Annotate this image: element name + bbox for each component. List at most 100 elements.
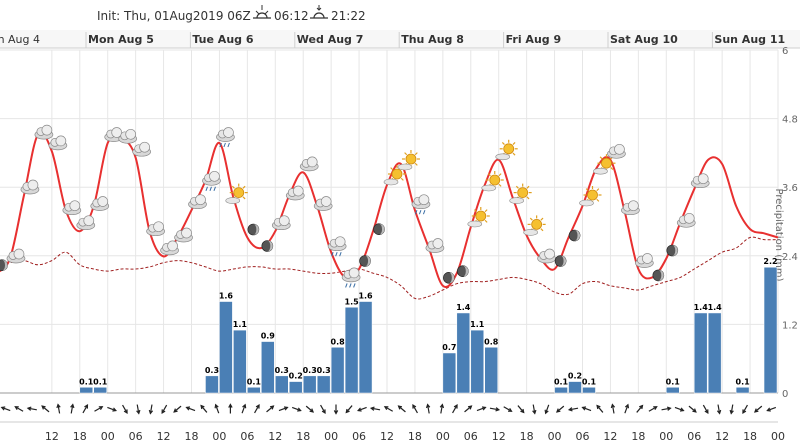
sun-weather-icon <box>467 207 490 228</box>
precipitation-value-label: 1.5 <box>345 297 360 306</box>
wind-arrow <box>517 405 525 414</box>
precipitation-value-label: 2.2 <box>763 257 777 266</box>
precipitation-value-label: 0.1 <box>93 377 108 386</box>
x-tick-label: 18 <box>185 430 199 443</box>
x-tick-label: 06 <box>240 430 254 443</box>
cloud-weather-icon <box>76 215 96 231</box>
cloud-weather-icon <box>676 212 696 228</box>
precipitation-value-label: 0.2 <box>289 372 303 381</box>
time-axis: 12 18 00 06 12 18 00 06 12 18 00 06 12 18 00 06 12 18 00 06… <box>0 421 785 443</box>
cloud-weather-icon <box>313 196 333 211</box>
rain-weather-icon <box>411 194 431 215</box>
wind-arrow <box>122 404 128 414</box>
wind-arrow <box>452 404 458 414</box>
precipitation-bar <box>302 375 317 394</box>
sun-weather-icon <box>397 150 420 171</box>
precipitation-bar <box>261 341 275 394</box>
x-tick-label: 12 <box>268 430 282 443</box>
wind-arrow <box>161 404 168 414</box>
sunrise-time: 06:12 <box>274 9 309 23</box>
cloud-weather-icon <box>20 179 40 195</box>
moon-weather-icon <box>0 259 8 271</box>
precipitation-value-label: 0.3 <box>317 366 331 375</box>
x-tick-label: 12 <box>380 430 394 443</box>
cloud-weather-icon <box>90 196 110 211</box>
wind-arrow <box>596 404 604 413</box>
wind-arrow <box>624 403 630 414</box>
wind-arrow <box>439 403 445 414</box>
wind-arrow <box>464 405 473 413</box>
precipitation-value-label: 1.6 <box>219 292 234 301</box>
wind-arrow <box>333 404 339 415</box>
moon-weather-icon <box>261 240 274 252</box>
precipitation-value-label: 0.1 <box>736 377 751 386</box>
x-tick-label: 12 <box>492 430 506 443</box>
wind-arrow <box>369 406 381 411</box>
moon-weather-icon <box>359 255 371 267</box>
wind-arrow <box>241 403 247 414</box>
precipitation-bar <box>358 301 373 394</box>
cloud-weather-icon <box>537 248 556 264</box>
wind-arrow <box>56 403 61 414</box>
wind-arrow <box>266 405 275 413</box>
precipitation-bar <box>289 381 303 394</box>
wind-arrow <box>729 404 734 415</box>
cloud-weather-icon <box>271 215 291 231</box>
sun-weather-icon <box>481 171 504 192</box>
wind-arrow <box>674 406 685 412</box>
wind-arrow <box>345 405 353 414</box>
x-tick-label: 00 <box>324 430 338 443</box>
day-label: Thu Aug 8 <box>401 33 464 46</box>
precipitation-bar <box>554 387 568 394</box>
wind-arrow <box>489 407 501 412</box>
precipitation-bar <box>442 352 457 394</box>
wind-arrow <box>70 403 75 414</box>
x-tick-label: 06 <box>576 430 590 443</box>
precipitation-value-label: 0.1 <box>582 377 597 386</box>
wind-arrow <box>636 404 644 413</box>
sun-weather-icon <box>593 154 616 175</box>
moon-weather-icon <box>554 255 567 267</box>
wind-arrow <box>228 403 233 414</box>
precipitation-value-label: 1.4 <box>708 303 723 312</box>
x-tick-label: 00 <box>659 430 673 443</box>
moon-weather-icon <box>666 244 679 257</box>
sun-weather-icon <box>495 139 518 161</box>
wind-arrow <box>291 406 302 412</box>
cloud-weather-icon <box>34 124 54 140</box>
sun-weather-icon <box>523 215 546 236</box>
day-label: Sun Aug 11 <box>714 33 785 46</box>
wind-arrow <box>476 406 487 412</box>
day-band <box>0 30 800 48</box>
precipitation-value-label: 1.4 <box>694 303 709 312</box>
y-tick-label: 1.2 <box>782 320 798 331</box>
precipitation-value-label: 0.1 <box>79 377 94 386</box>
wind-arrow <box>320 404 326 414</box>
day-label: Sat Aug 10 <box>610 33 678 46</box>
y-tick-label: 6 <box>782 46 788 57</box>
wind-arrow <box>383 406 393 412</box>
wind-arrow <box>648 406 658 412</box>
wind-arrow <box>766 406 777 412</box>
precipitation-value-label: 0.3 <box>205 366 219 375</box>
wind-arrow <box>94 406 104 412</box>
x-tick-label: 06 <box>352 430 366 443</box>
wind-arrow <box>555 405 565 413</box>
wind-arrow <box>185 406 196 412</box>
wind-arrow <box>278 406 289 412</box>
precipitation-bar <box>275 375 289 394</box>
wind-arrow <box>661 406 672 411</box>
cloud-weather-icon <box>132 141 151 157</box>
x-tick-label: 00 <box>771 430 785 443</box>
x-tick-label: 12 <box>157 430 171 443</box>
sunset-icon <box>310 5 328 19</box>
cloud-weather-icon <box>635 253 654 268</box>
precipitation-bar <box>247 387 261 394</box>
cloud-weather-icon <box>607 143 626 159</box>
precipitation-value-label: 1.1 <box>470 320 485 329</box>
precipitation-value-label: 0.1 <box>247 377 262 386</box>
x-tick-label: 12 <box>715 430 729 443</box>
wind-arrow <box>148 404 154 415</box>
day-header: Sun Aug 4 Mon Aug 5 Tue Aug 6 Wed Aug 7 Thu … <box>0 30 800 49</box>
sun-weather-icon <box>509 183 532 204</box>
